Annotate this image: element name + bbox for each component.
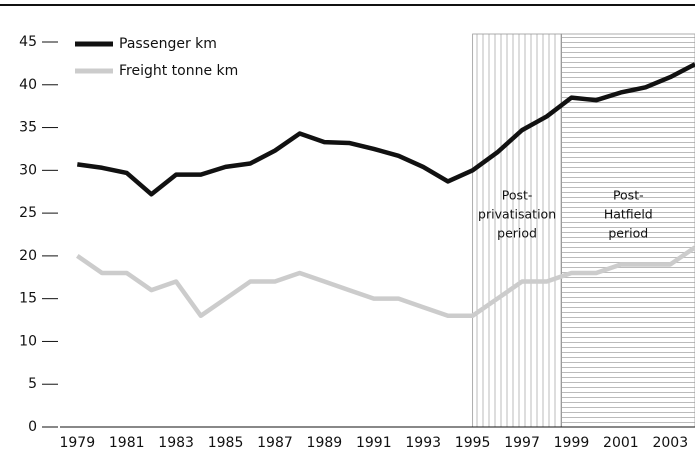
x-tick-label: 1995 (455, 435, 491, 451)
period-label: privatisation (478, 207, 556, 222)
x-tick-label: 1985 (208, 435, 244, 451)
x-tick-label: 1983 (158, 435, 194, 451)
y-tick-label: 40 (19, 77, 37, 93)
y-tick-label: 20 (19, 248, 37, 264)
x-tick-label: 2003 (652, 435, 688, 451)
y-tick-label: 5 (28, 376, 37, 392)
x-tick-label: 1981 (109, 435, 145, 451)
x-tick-label: 1993 (405, 435, 441, 451)
period-label: period (497, 226, 537, 241)
period-label: period (608, 226, 648, 241)
series-line (76, 62, 695, 197)
x-tick-label: 1987 (257, 435, 293, 451)
period-label: Post- (502, 188, 533, 203)
x-tick-label: 1991 (356, 435, 392, 451)
y-tick-label: 0 (28, 419, 37, 435)
x-tick-label: 2001 (603, 435, 639, 451)
legend-label: Passenger km (119, 36, 217, 52)
x-tick-label: 1989 (307, 435, 343, 451)
y-tick-label: 25 (19, 205, 37, 221)
period-label: Hatfield (604, 207, 653, 222)
y-tick-label: 35 (19, 120, 37, 136)
y-tick-label: 10 (19, 333, 37, 349)
x-tick-label: 1997 (504, 435, 540, 451)
y-tick-label: 30 (19, 162, 37, 178)
x-tick-label: 1979 (59, 435, 95, 451)
y-tick-label: 15 (19, 291, 37, 307)
series-line (76, 245, 695, 319)
x-tick-label: 1999 (554, 435, 590, 451)
y-tick-label: 45 (19, 34, 37, 50)
period-label: Post- (613, 188, 644, 203)
legend-label: Freight tonne km (119, 63, 238, 79)
